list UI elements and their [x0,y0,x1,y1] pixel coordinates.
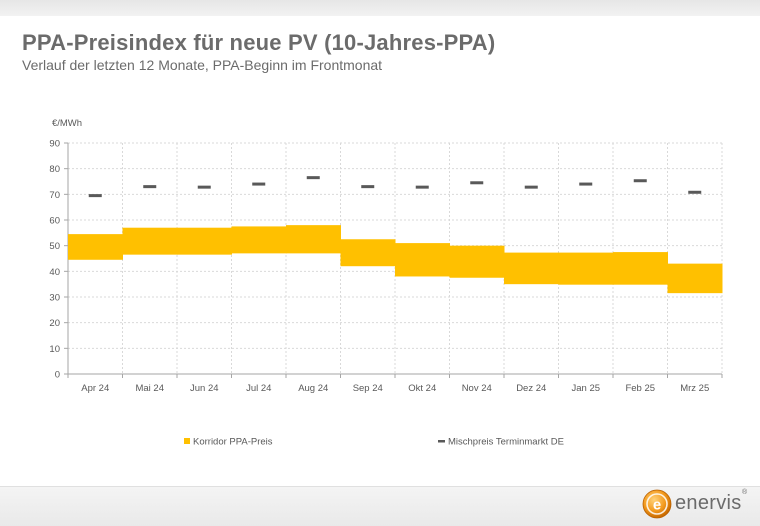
x-tick-label: Jan 25 [571,383,600,394]
ppa-price-chart: 0 10 20 30 40 50 60 70 80 90 €/MWh Apr 24 Mai 24 Jun … [49,118,723,448]
corridor-bar [667,263,723,294]
logo-text: enervis [675,492,742,514]
x-tick-label: Sep 24 [353,383,383,394]
logo-glyph: e [653,497,661,514]
market-price-marker [88,194,102,198]
y-tick-label: 40 [49,267,60,278]
x-tick-label: Jun 24 [190,383,219,394]
market-price-marker [633,179,647,183]
market-price-marker [579,182,593,186]
corridor-bar [68,234,123,260]
top-band [0,0,760,16]
market-price-marker [197,185,211,189]
legend-label-corridor: Korridor PPA-Preis [193,437,273,448]
y-tick-label: 80 [49,164,60,175]
y-tick-label: 50 [49,241,60,252]
y-tick-label: 90 [49,139,60,150]
y-unit-label: €/MWh [52,118,82,129]
enervis-logo-icon: e [642,489,672,519]
x-tick-label: Dez 24 [516,383,546,394]
corridor-bar [340,239,396,267]
market-price-marker [252,182,266,186]
corridor-bar [286,225,341,254]
enervis-logo: e enervis ® [642,489,752,521]
page-subtitle: Verlauf der letzten 12 Monate, PPA-Begin… [22,57,383,73]
legend-swatch-market [438,440,445,443]
legend-label-market: Mischpreis Terminmarkt DE [448,437,564,448]
corridor-bar [449,245,505,278]
x-tick-label: Jul 24 [246,383,271,394]
x-tick-label: Nov 24 [462,383,492,394]
y-tick-label: 0 [55,370,60,381]
logo-registered-mark: ® [742,489,748,496]
market-price-marker [306,176,320,180]
y-tick-label: 30 [49,293,60,304]
y-tick-label: 60 [49,216,60,227]
x-tick-label: Apr 24 [81,383,109,394]
market-price-marker [361,185,375,189]
market-price-marker [688,190,702,194]
corridor-bar [504,252,559,285]
market-price-marker [143,185,157,189]
page-title: PPA-Preisindex für neue PV (10-Jahres-PP… [22,30,496,55]
x-tick-label: Okt 24 [408,383,436,394]
x-tick-label: Feb 25 [625,383,655,394]
market-price-marker [524,185,538,189]
y-tick-label: 20 [49,318,60,329]
y-tick-label: 10 [49,344,60,355]
y-tick-label: 70 [49,190,60,201]
corridor-bar [122,227,178,255]
corridor-bar [395,243,450,277]
corridor-bar [231,226,287,254]
corridor-bar [558,252,614,285]
x-tick-label: Aug 24 [298,383,328,394]
footer-band [0,486,760,526]
market-price-marker [415,185,429,189]
x-tick-label: Mai 24 [135,383,164,394]
legend-swatch-corridor [184,438,190,444]
x-tick-label: Mrz 25 [680,383,709,394]
corridor-bar [613,252,668,285]
corridor-bar [177,227,232,255]
market-price-marker [470,181,484,185]
